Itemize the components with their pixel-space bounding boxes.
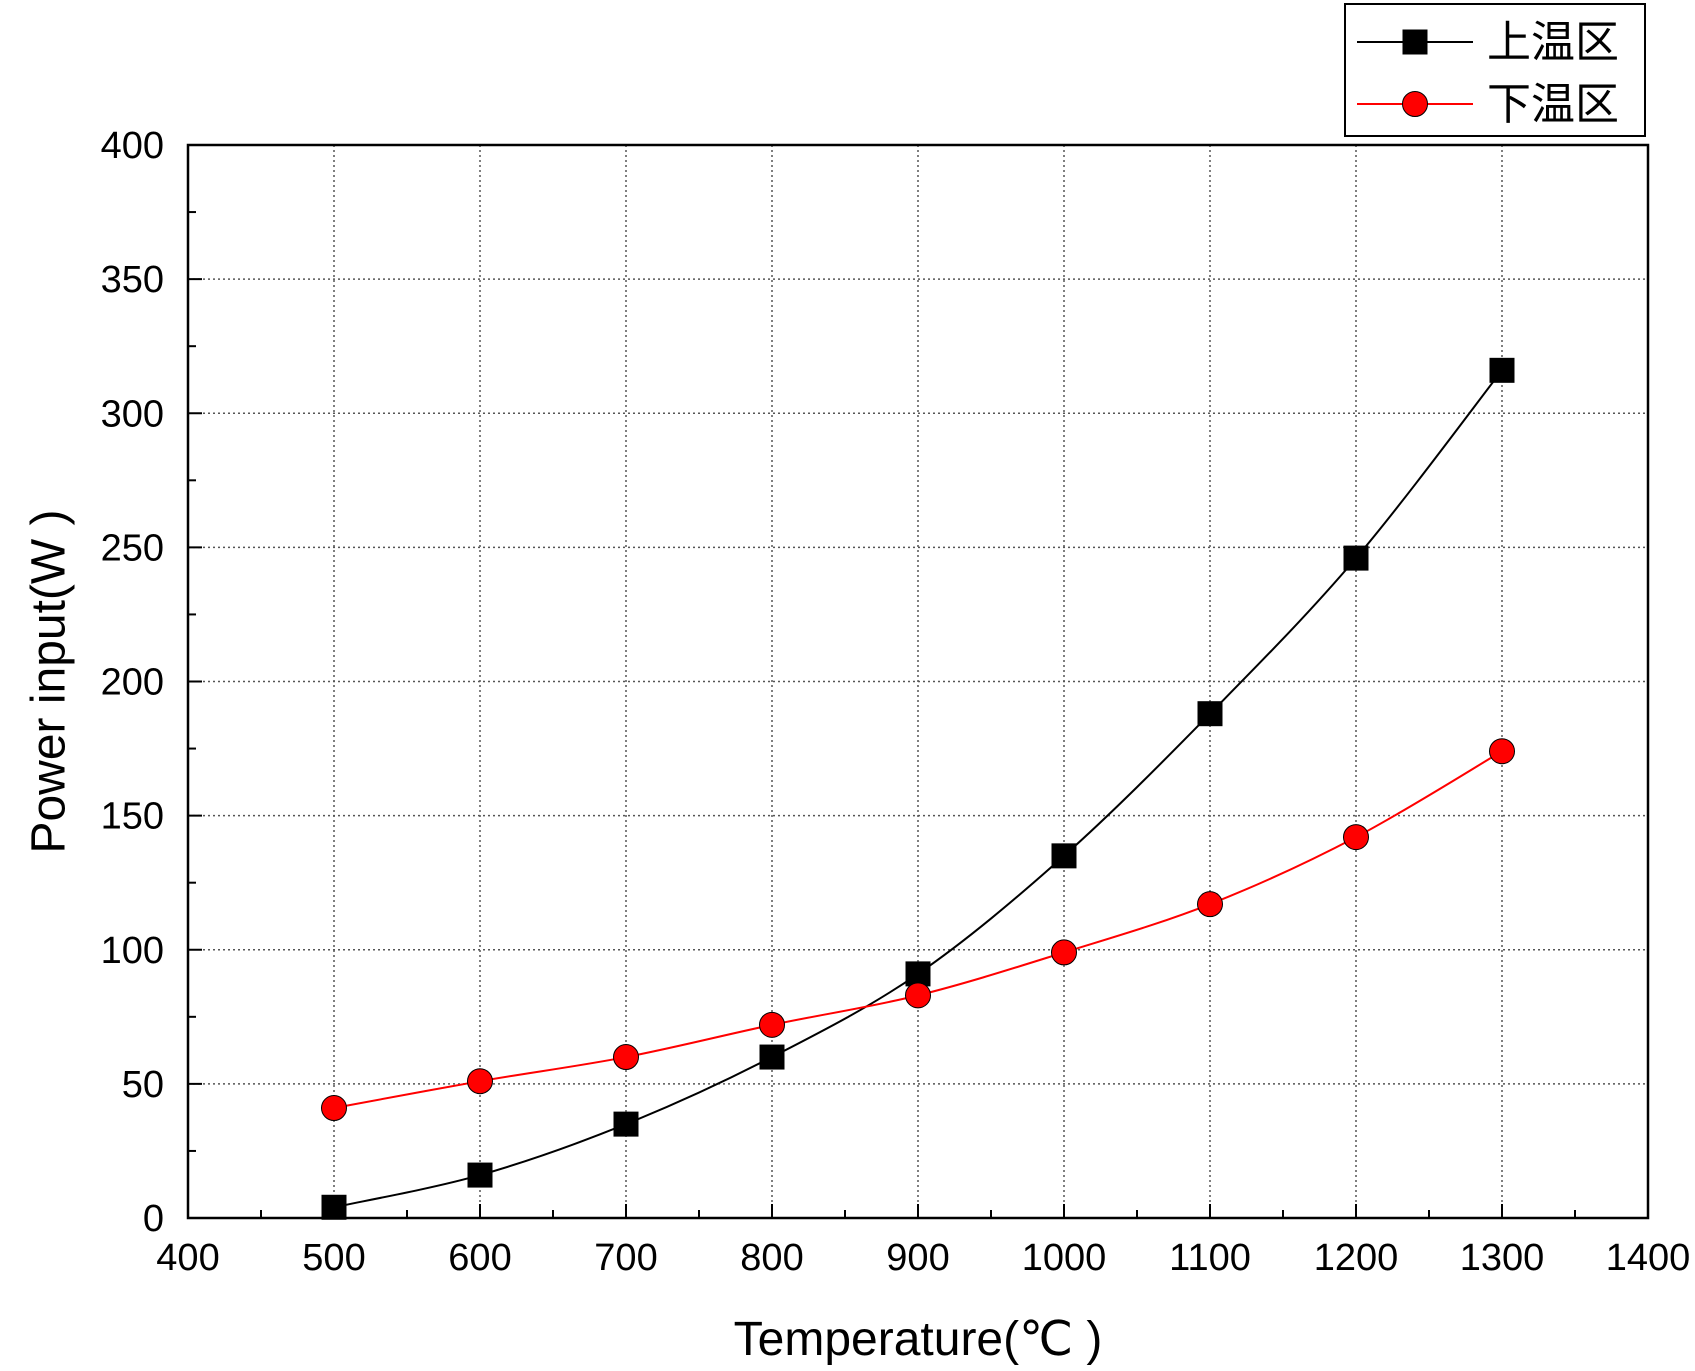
data-point-series-1-700: [613, 1111, 639, 1137]
data-point-series-1-600: [467, 1162, 493, 1188]
y-tick-label-300: 300: [101, 393, 164, 435]
legend-marker-2: [1402, 91, 1428, 117]
data-point-series-2-1000: [1051, 939, 1077, 966]
x-tick-label-1200: 1200: [1314, 1237, 1399, 1279]
data-point-series-2-600: [467, 1068, 493, 1095]
y-tick-label-0: 0: [143, 1198, 164, 1240]
legend-box: [1344, 3, 1646, 137]
y-tick-label-400: 400: [101, 125, 164, 167]
x-tick-label-600: 600: [448, 1237, 511, 1279]
data-point-series-1-800: [759, 1044, 785, 1070]
y-tick-label-100: 100: [101, 930, 164, 972]
x-tick-label-1000: 1000: [1022, 1237, 1107, 1279]
x-axis-title: Temperature(℃ ): [734, 1313, 1103, 1366]
y-tick-label-250: 250: [101, 527, 164, 569]
x-tick-label-1100: 1100: [1169, 1237, 1251, 1279]
data-point-series-2-1200: [1343, 824, 1369, 851]
data-point-series-2-1300: [1489, 738, 1515, 765]
series-line-1: [333, 369, 1503, 1209]
x-tick-label-1300: 1300: [1460, 1237, 1545, 1279]
legend-marker-1: [1402, 29, 1428, 55]
data-point-series-2-1100: [1197, 891, 1223, 918]
y-tick-label-350: 350: [101, 259, 164, 301]
x-tick-label-900: 900: [886, 1237, 949, 1279]
data-point-series-1-900: [905, 961, 931, 987]
x-tick-label-400: 400: [156, 1237, 219, 1279]
legend-label-2: 下温区: [1487, 79, 1619, 130]
x-tick-label-800: 800: [740, 1237, 803, 1279]
data-point-series-2-700: [613, 1044, 639, 1071]
data-point-series-2-500: [321, 1095, 347, 1122]
x-tick-label-700: 700: [594, 1237, 657, 1279]
y-tick-label-150: 150: [101, 796, 164, 838]
y-axis-title: Power input(W ): [23, 509, 76, 853]
legend-label-1: 上温区: [1487, 17, 1619, 68]
x-tick-label-500: 500: [302, 1237, 365, 1279]
x-tick-label-1400: 1400: [1606, 1237, 1691, 1279]
data-point-series-2-800: [759, 1011, 785, 1038]
y-tick-label-50: 50: [122, 1064, 164, 1106]
series-line-2: [333, 750, 1503, 1110]
data-point-series-1-1300: [1489, 357, 1515, 383]
markers: [321, 357, 1515, 1220]
data-point-series-1-1000: [1051, 843, 1077, 869]
data-point-series-2-900: [905, 982, 931, 1009]
axis-ticks: 400 500 600 700 800 900 1000 1100 1200 1300 1400 0 5…: [101, 125, 1691, 1279]
data-point-series-1-500: [321, 1194, 347, 1220]
y-tick-label-200: 200: [101, 662, 164, 704]
grid-lines: [188, 145, 1648, 1218]
data-point-series-1-1200: [1343, 545, 1369, 571]
data-point-series-1-1100: [1197, 701, 1223, 727]
